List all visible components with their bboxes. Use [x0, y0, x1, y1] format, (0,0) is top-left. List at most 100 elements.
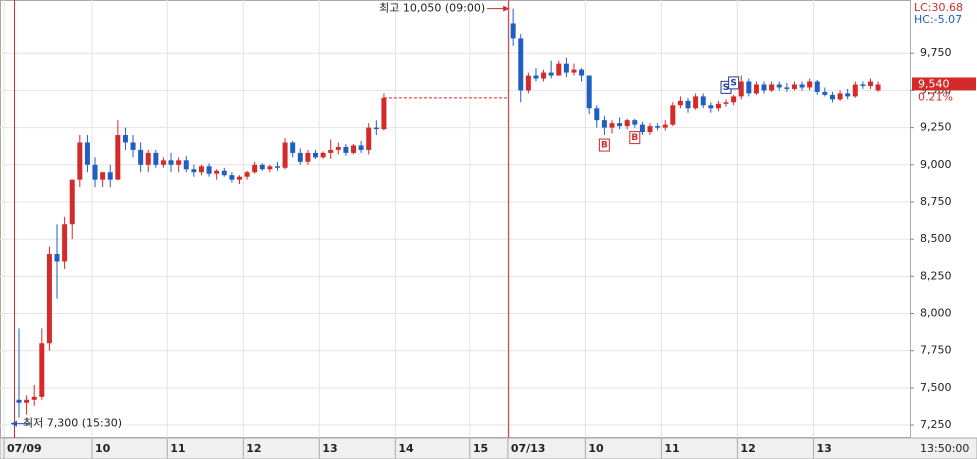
candle-body: [738, 81, 744, 97]
x-tick-label: 13: [322, 442, 337, 455]
x-tick-label: 14: [398, 442, 414, 455]
candle-body: [312, 152, 318, 158]
candle-body: [617, 123, 623, 127]
lc-label: LC:30.68: [914, 1, 963, 14]
candle-body: [655, 126, 661, 128]
candle-body: [24, 399, 30, 403]
candle-body: [594, 108, 600, 121]
x-tick-label: 15: [473, 442, 488, 455]
candle-body: [259, 164, 265, 170]
y-tick-label: 7,250: [920, 418, 952, 431]
candle-body: [77, 142, 83, 180]
candle-body: [115, 135, 121, 180]
x-tick-label: 12: [246, 442, 261, 455]
candle-body: [791, 84, 797, 89]
candle-body: [845, 93, 851, 97]
y-tick-label: 8,500: [920, 232, 952, 245]
candle-body: [807, 81, 813, 88]
candle-body: [191, 169, 197, 173]
candle-body: [145, 152, 151, 165]
x-axis-band: [0, 437, 977, 459]
signal-label: S: [723, 83, 729, 93]
candle-body: [769, 84, 775, 91]
candle-body: [62, 224, 68, 262]
candle-body: [328, 149, 334, 153]
candle-body: [875, 84, 881, 91]
candle-body: [381, 97, 387, 130]
high-note: 최고 10,050 (09:00): [379, 2, 485, 15]
candle-body: [723, 102, 729, 104]
candle-body: [533, 75, 539, 79]
candle-body: [100, 172, 106, 180]
candle-body: [571, 69, 577, 73]
candle-body: [541, 72, 547, 79]
candle-body: [343, 146, 349, 153]
candle-body: [753, 84, 759, 94]
candle-body: [274, 166, 280, 168]
candle-body: [510, 23, 516, 39]
candle-body: [609, 123, 615, 128]
candle-body: [556, 63, 562, 76]
candle-body: [320, 152, 326, 158]
low-note: 최저 7,300 (15:30): [23, 417, 122, 430]
candle-body: [168, 160, 174, 165]
candle-body: [624, 120, 630, 127]
candle-body: [700, 96, 706, 106]
signal-box: [629, 131, 641, 145]
candle-body: [229, 175, 235, 180]
signal-box: [598, 138, 610, 152]
candle-body: [693, 96, 699, 109]
candle-body: [715, 103, 721, 109]
last-price-box: [912, 77, 976, 91]
candle-body: [784, 87, 790, 89]
candle-body: [69, 179, 75, 225]
candle-body: [16, 399, 22, 403]
y-tick-label: 7,500: [920, 381, 952, 394]
hc-label: HC:-5.07: [914, 13, 962, 26]
candle-body: [206, 166, 212, 174]
candle-body: [761, 84, 767, 91]
y-tick-label: 9,000: [920, 158, 952, 171]
candle-body: [138, 149, 144, 165]
candle-body: [708, 105, 714, 109]
candle-body: [214, 170, 220, 174]
x-end-label: 13:50:00: [920, 442, 969, 455]
candle-body: [799, 84, 805, 88]
x-tick-label: 11: [664, 442, 679, 455]
candle-body: [677, 100, 683, 106]
candle-body: [860, 84, 866, 86]
candle-body: [548, 72, 554, 76]
candle-body: [586, 75, 592, 109]
last-price-change: 0.21%: [918, 90, 953, 103]
candle-body: [54, 254, 60, 262]
low-arrowhead: [11, 420, 18, 427]
y-tick-label: 8,250: [920, 269, 952, 282]
candle-body: [639, 124, 645, 133]
candle-body: [366, 127, 372, 150]
candle-body: [282, 142, 288, 168]
candle-body: [153, 152, 159, 165]
candle-body: [776, 84, 782, 88]
x-tick-label: 10: [95, 442, 111, 455]
candle-body: [92, 164, 98, 180]
candle-body: [160, 160, 166, 165]
candle-body: [198, 166, 204, 173]
candle-body: [107, 172, 113, 180]
candle-body: [822, 91, 828, 95]
x-tick-label: 10: [588, 442, 604, 455]
signal-label: B: [601, 141, 608, 151]
candle-body: [252, 164, 258, 173]
signal-label: S: [730, 78, 736, 88]
y-tick-label: 9,750: [920, 46, 952, 59]
candle-body: [84, 142, 90, 165]
signal-label: B: [631, 133, 638, 143]
candle-body: [236, 176, 242, 180]
candle-body: [563, 63, 569, 73]
candle-body: [670, 105, 676, 125]
y-tick-label: 8,000: [920, 307, 952, 320]
candle-body: [122, 135, 128, 143]
candle-body: [373, 127, 379, 130]
last-price-label: 9,540: [918, 77, 950, 90]
candle-body: [579, 69, 585, 76]
